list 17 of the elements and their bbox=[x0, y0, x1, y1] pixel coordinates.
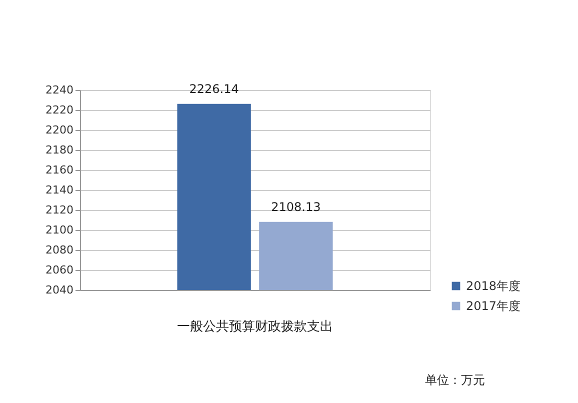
y-tick-label: 2040 bbox=[46, 284, 74, 296]
y-tick-label: 2060 bbox=[46, 264, 74, 276]
data-label: 2226.14 bbox=[189, 82, 239, 96]
y-tick-label: 2200 bbox=[46, 124, 74, 136]
y-tick-label: 2100 bbox=[46, 224, 74, 236]
y-tick-label: 2180 bbox=[46, 144, 74, 156]
y-tick-label: 2240 bbox=[46, 84, 74, 96]
y-tick-label: 2120 bbox=[46, 204, 74, 216]
data-label: 2108.13 bbox=[271, 200, 321, 214]
y-tick-label: 2080 bbox=[46, 244, 74, 256]
legend-label: 2018年度 bbox=[466, 279, 521, 293]
y-tick-label: 2160 bbox=[46, 164, 74, 176]
text: 单位：万元 bbox=[425, 373, 485, 387]
x-tick-label: 一般公共预算财政拨款支出 bbox=[177, 320, 333, 334]
y-tick-label: 2140 bbox=[46, 184, 74, 196]
y-tick-label: 2220 bbox=[46, 104, 74, 116]
legend-label: 2017年度 bbox=[466, 299, 521, 313]
